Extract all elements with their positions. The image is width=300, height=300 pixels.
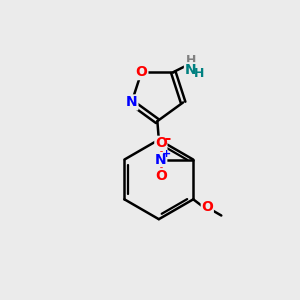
Text: O: O xyxy=(201,200,213,214)
Text: O: O xyxy=(155,169,167,183)
Text: N: N xyxy=(184,63,196,77)
Text: -: - xyxy=(164,131,170,146)
Text: H: H xyxy=(194,67,204,80)
Text: O: O xyxy=(155,136,167,150)
Text: +: + xyxy=(161,149,171,159)
Text: O: O xyxy=(136,65,147,79)
Text: N: N xyxy=(126,95,137,110)
Text: N: N xyxy=(155,153,167,166)
Text: H: H xyxy=(186,54,196,67)
